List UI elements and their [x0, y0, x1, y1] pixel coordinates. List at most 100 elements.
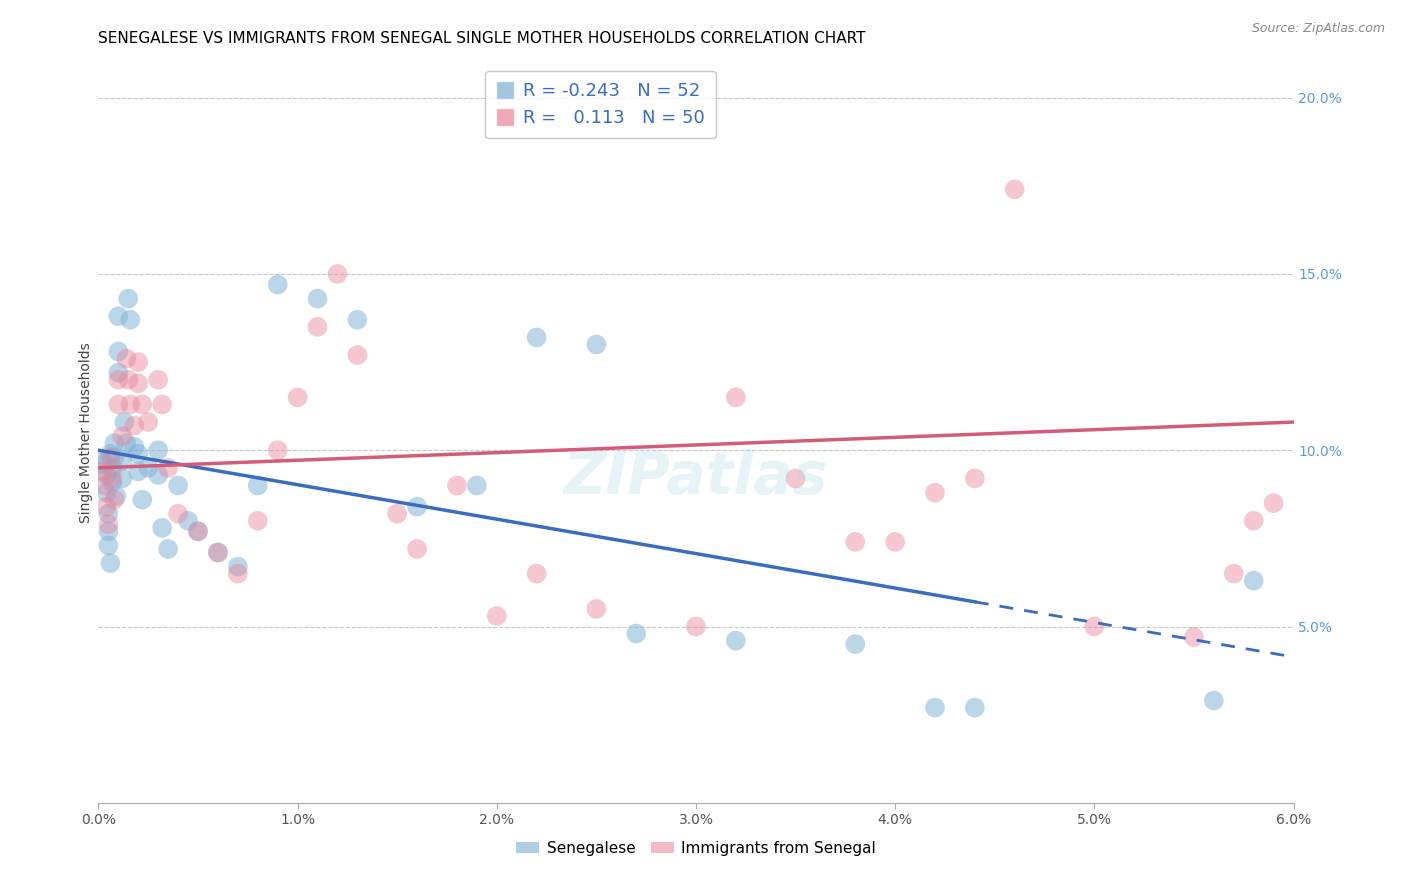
Point: [287, 390, 309, 404]
Point: [98, 450, 122, 465]
Point: [326, 267, 349, 281]
Point: [226, 559, 249, 574]
Point: [177, 514, 200, 528]
Point: [124, 418, 146, 433]
Point: [884, 535, 907, 549]
Point: [112, 415, 135, 429]
Point: [207, 545, 229, 559]
Point: [267, 277, 290, 292]
Point: [107, 366, 129, 380]
Point: [136, 461, 159, 475]
Point: [1243, 514, 1265, 528]
Text: ZIPatlas: ZIPatlas: [564, 449, 828, 506]
Point: [150, 397, 173, 411]
Point: [97, 538, 120, 552]
Point: [346, 348, 368, 362]
Point: [1223, 566, 1246, 581]
Point: [685, 619, 707, 633]
Point: [98, 447, 122, 461]
Point: [246, 478, 269, 492]
Point: [93, 478, 115, 492]
Point: [626, 626, 648, 640]
Point: [111, 454, 134, 468]
Point: [91, 464, 114, 478]
Point: [585, 337, 607, 351]
Point: [98, 556, 122, 570]
Point: [526, 566, 548, 581]
Text: Source: ZipAtlas.com: Source: ZipAtlas.com: [1251, 22, 1385, 36]
Point: [105, 489, 128, 503]
Point: [446, 478, 468, 492]
Point: [246, 514, 269, 528]
Point: [111, 471, 134, 485]
Y-axis label: Single Mother Households: Single Mother Households: [79, 343, 93, 523]
Point: [724, 390, 747, 404]
Point: [136, 415, 159, 429]
Point: [107, 373, 129, 387]
Point: [148, 443, 170, 458]
Point: [406, 541, 429, 556]
Point: [187, 524, 209, 539]
Point: [127, 376, 149, 391]
Point: [93, 458, 115, 472]
Point: [307, 292, 329, 306]
Point: [724, 633, 747, 648]
Point: [157, 461, 180, 475]
Point: [101, 461, 124, 475]
Point: [485, 609, 508, 624]
Point: [96, 500, 118, 514]
Point: [107, 344, 129, 359]
Point: [111, 429, 134, 443]
Point: [1083, 619, 1105, 633]
Point: [127, 355, 149, 369]
Point: [101, 471, 124, 485]
Point: [101, 475, 124, 489]
Point: [117, 292, 139, 306]
Point: [127, 447, 149, 461]
Point: [1243, 574, 1265, 588]
Point: [107, 310, 129, 324]
Point: [103, 450, 125, 465]
Point: [307, 319, 329, 334]
Point: [124, 440, 146, 454]
Point: [103, 436, 125, 450]
Point: [267, 443, 290, 458]
Point: [226, 566, 249, 581]
Point: [115, 436, 138, 450]
Point: [585, 602, 607, 616]
Point: [406, 500, 429, 514]
Point: [117, 373, 139, 387]
Point: [91, 454, 114, 468]
Point: [167, 478, 190, 492]
Point: [148, 467, 170, 482]
Point: [131, 397, 153, 411]
Point: [844, 637, 866, 651]
Point: [844, 535, 866, 549]
Point: [127, 464, 149, 478]
Point: [1202, 693, 1225, 707]
Point: [963, 700, 986, 714]
Point: [924, 700, 946, 714]
Legend: Senegalese, Immigrants from Senegal: Senegalese, Immigrants from Senegal: [510, 835, 882, 862]
Point: [96, 485, 118, 500]
Point: [97, 517, 120, 532]
Point: [115, 351, 138, 366]
Point: [207, 545, 229, 559]
Point: [96, 467, 118, 482]
Point: [785, 471, 807, 485]
Point: [1182, 630, 1205, 644]
Point: [1004, 182, 1026, 196]
Point: [167, 507, 190, 521]
Point: [107, 397, 129, 411]
Point: [148, 373, 170, 387]
Point: [120, 397, 142, 411]
Point: [120, 313, 142, 327]
Point: [526, 330, 548, 344]
Point: [346, 313, 368, 327]
Point: [150, 521, 173, 535]
Point: [1263, 496, 1285, 510]
Point: [97, 524, 120, 539]
Point: [385, 507, 409, 521]
Point: [103, 492, 125, 507]
Point: [187, 524, 209, 539]
